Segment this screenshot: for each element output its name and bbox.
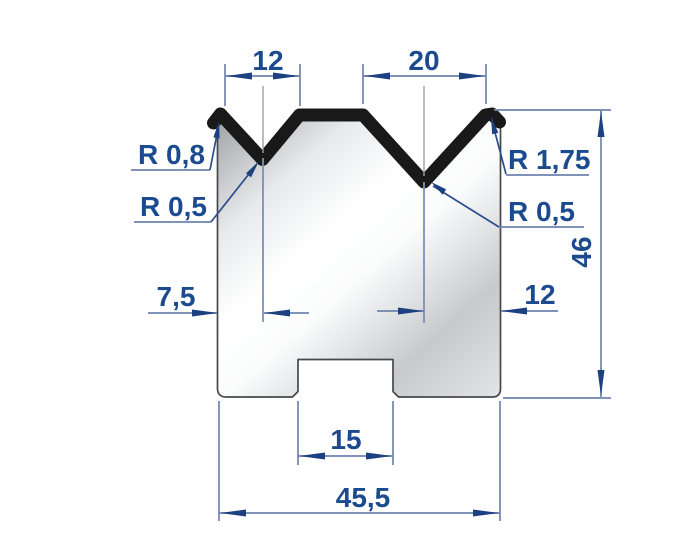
arrowheads xyxy=(192,72,605,517)
dim-label-right-v-opening: 20 xyxy=(408,45,439,76)
dim-label-right-v-bottom-radius: R 0,5 xyxy=(508,196,575,227)
dim-label-right-v-center-offset: 12 xyxy=(524,279,555,310)
dim-label-left-v-center-offset: 7,5 xyxy=(157,281,196,312)
dim-label-left-v-opening: 12 xyxy=(252,45,283,76)
dim-label-right-shoulder-radius: R 1,75 xyxy=(508,144,591,175)
dim-label-left-shoulder-radius: R 0,8 xyxy=(138,139,205,170)
dim-label-bottom-slot-width: 15 xyxy=(330,424,361,455)
v-profile-highlight xyxy=(207,107,506,189)
dim-label-die-height: 46 xyxy=(566,236,597,267)
dim-label-left-v-bottom-radius: R 0,5 xyxy=(140,191,207,222)
dim-label-overall-width: 45,5 xyxy=(336,482,391,513)
